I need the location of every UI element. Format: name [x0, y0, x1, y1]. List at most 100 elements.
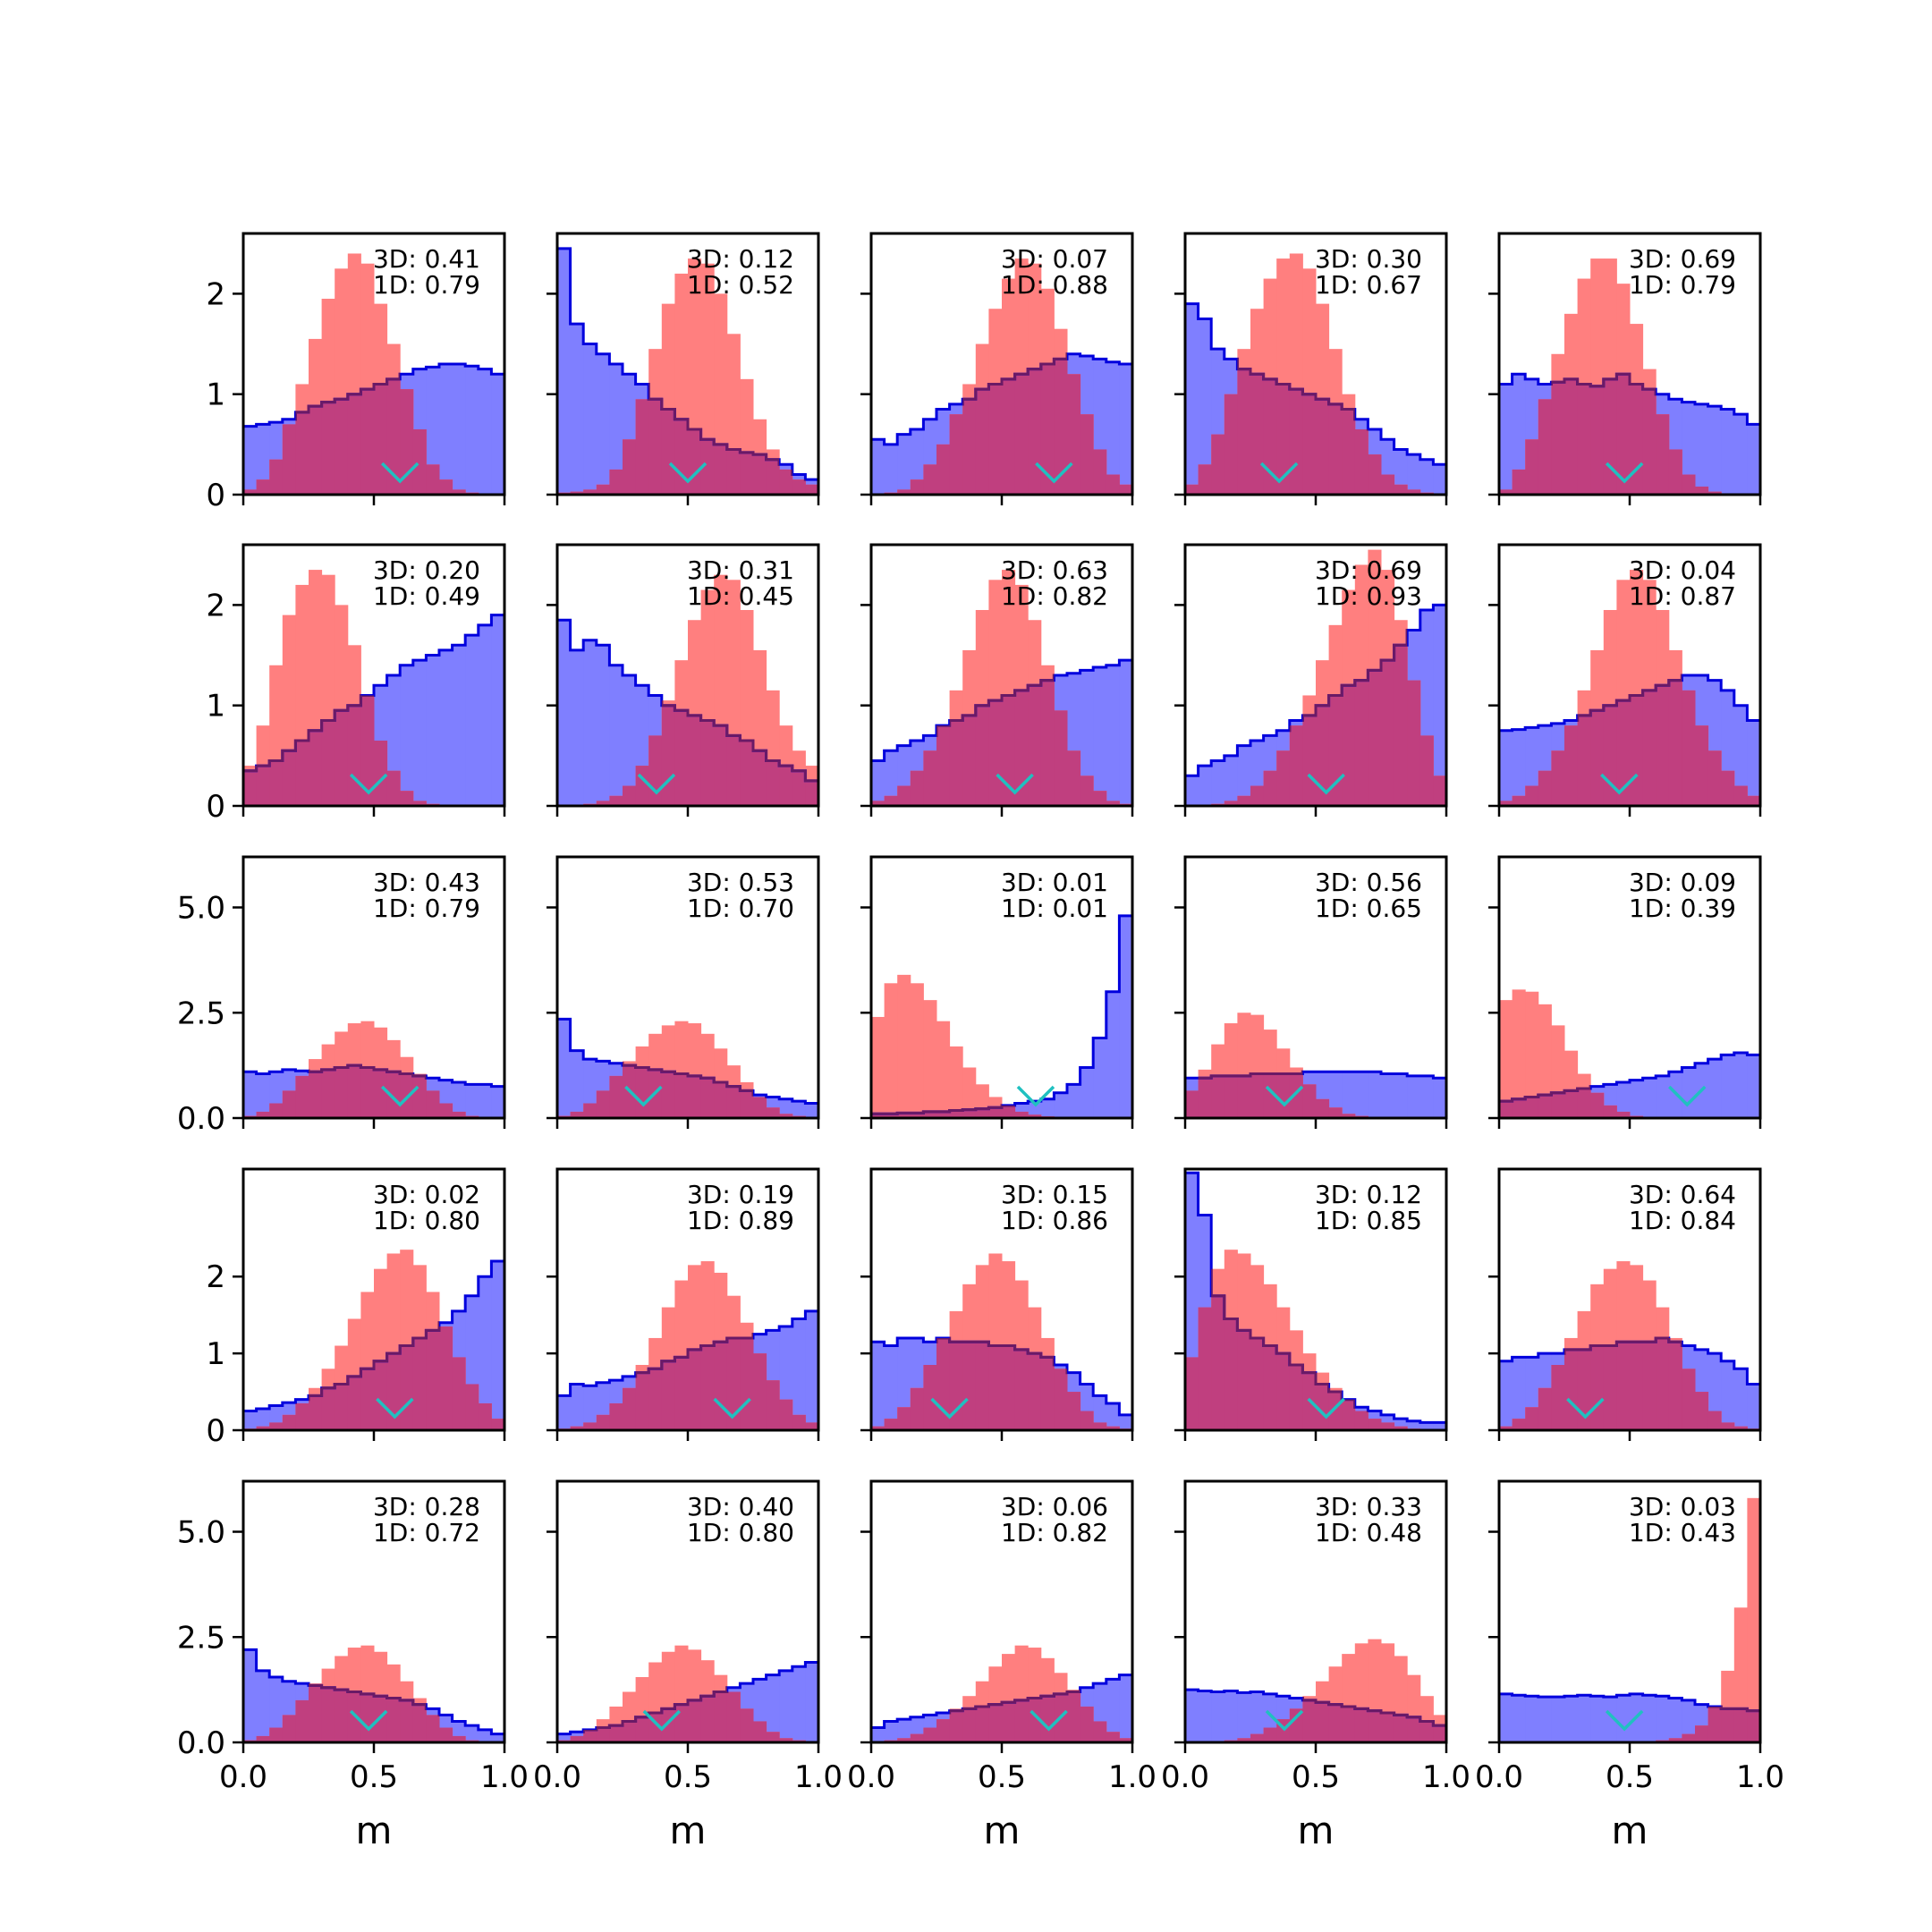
annotation-1d: 1D: 0.80: [687, 1518, 794, 1547]
overlap-bin: [1551, 1365, 1565, 1430]
x-tick-label: 0.0: [1161, 1759, 1209, 1795]
annotation-3d: 3D: 0.20: [373, 555, 480, 585]
red-bin: [700, 263, 715, 495]
red-bin: [871, 1016, 886, 1118]
overlap-bin: [269, 1422, 284, 1430]
annotation-1d: 1D: 0.70: [687, 894, 794, 923]
overlap-bin: [256, 1111, 270, 1118]
overlap-bin: [1316, 705, 1330, 806]
annotation-1d: 1D: 0.80: [373, 1206, 480, 1235]
overlap-bin: [439, 479, 453, 495]
overlap-bin: [726, 1086, 741, 1118]
overlap-bin: [1028, 1114, 1042, 1118]
y-tick-label: 2: [206, 1259, 225, 1295]
overlap-bin: [609, 469, 623, 495]
blue-bin: [465, 1725, 479, 1742]
overlap-bin: [1499, 1101, 1513, 1118]
overlap-bin: [688, 429, 702, 495]
overlap-bin: [347, 1065, 361, 1118]
overlap-bin: [1054, 1368, 1068, 1430]
overlap-bin: [1695, 1725, 1709, 1742]
annotation-3d: 3D: 0.06: [1001, 1492, 1108, 1521]
overlap-bin: [897, 1738, 911, 1742]
overlap-bin: [335, 1690, 349, 1742]
x-tick-label: 0.0: [219, 1759, 267, 1795]
overlap-bin: [583, 489, 597, 495]
overlap-bin: [623, 1721, 637, 1742]
overlap-bin: [374, 1069, 388, 1118]
blue-bin: [1106, 665, 1120, 806]
overlap-bin: [360, 389, 375, 495]
blue-bin: [1499, 730, 1513, 806]
annotation-1d: 1D: 0.82: [1001, 1518, 1108, 1547]
blue-bin: [256, 1670, 270, 1742]
y-tick-label: 1: [206, 1336, 225, 1372]
overlap-bin: [923, 464, 937, 495]
overlap-bin: [688, 1349, 702, 1430]
overlap-bin: [1119, 1738, 1133, 1742]
overlap-bin: [674, 419, 689, 495]
annotation-1d: 1D: 0.89: [687, 1206, 794, 1235]
overlap-bin: [1211, 434, 1225, 495]
annotation-1d: 1D: 0.72: [373, 1518, 480, 1547]
overlap-bin: [1721, 770, 1735, 806]
overlap-bin: [1525, 1097, 1539, 1118]
overlap-bin: [570, 1111, 584, 1118]
overlap-bin: [1707, 491, 1722, 495]
blue-bin: [1721, 1360, 1735, 1430]
y-tick-label: 2.5: [177, 1620, 225, 1656]
blue-bin: [557, 248, 572, 495]
overlap-bin: [1002, 378, 1016, 495]
blue-bin: [491, 374, 505, 495]
overlap-bin: [583, 1422, 597, 1430]
overlap-bin: [596, 484, 610, 495]
overlap-bin: [648, 735, 663, 806]
overlap-bin: [936, 1719, 951, 1742]
overlap-bin: [1590, 710, 1605, 806]
overlap-bin: [648, 1368, 663, 1430]
overlap-bin: [1014, 1699, 1029, 1742]
overlap-bin: [1276, 1073, 1291, 1118]
blue-bin: [1551, 1697, 1565, 1742]
overlap-bin: [412, 1337, 427, 1430]
blue-bin: [269, 1677, 284, 1742]
x-tick-label: 1.0: [1422, 1759, 1470, 1795]
marker-icon: [380, 1085, 419, 1107]
blue-bin: [491, 1733, 505, 1742]
overlap-bin: [897, 785, 911, 806]
blue-bin: [1747, 424, 1761, 495]
overlap-bin: [282, 1414, 296, 1430]
blue-bin: [439, 649, 453, 806]
y-tick-label: 2: [206, 588, 225, 623]
y-tick-label: 0.0: [177, 1101, 225, 1137]
blue-bin: [884, 1345, 898, 1430]
overlap-bin: [648, 399, 663, 495]
overlap-bin: [439, 1727, 453, 1742]
overlap-bin: [1394, 1715, 1408, 1742]
overlap-bin: [1538, 1387, 1552, 1430]
overlap-bin: [1695, 1392, 1709, 1430]
overlap-bin: [412, 801, 427, 806]
overlap-bin: [282, 424, 296, 495]
overlap-bin: [779, 766, 793, 806]
y-tick-label: 2: [206, 276, 225, 312]
blue-bin: [1224, 755, 1238, 806]
blue-bin: [897, 1719, 911, 1742]
blue-bin: [426, 367, 440, 495]
annotation-1d: 1D: 0.65: [1315, 894, 1422, 923]
overlap-bin: [1564, 725, 1579, 806]
blue-bin: [1093, 1395, 1107, 1430]
blue-bin: [465, 635, 479, 806]
y-tick-label: 0: [206, 478, 225, 513]
overlap-bin: [714, 1081, 728, 1118]
red-bin: [1747, 1497, 1761, 1742]
blue-bin: [596, 353, 610, 495]
blue-bin: [1211, 760, 1225, 806]
overlap-bin: [726, 1691, 741, 1742]
overlap-bin: [1224, 394, 1238, 495]
overlap-bin: [1407, 489, 1421, 495]
overlap-bin: [282, 1715, 296, 1742]
overlap-bin: [897, 1113, 911, 1118]
